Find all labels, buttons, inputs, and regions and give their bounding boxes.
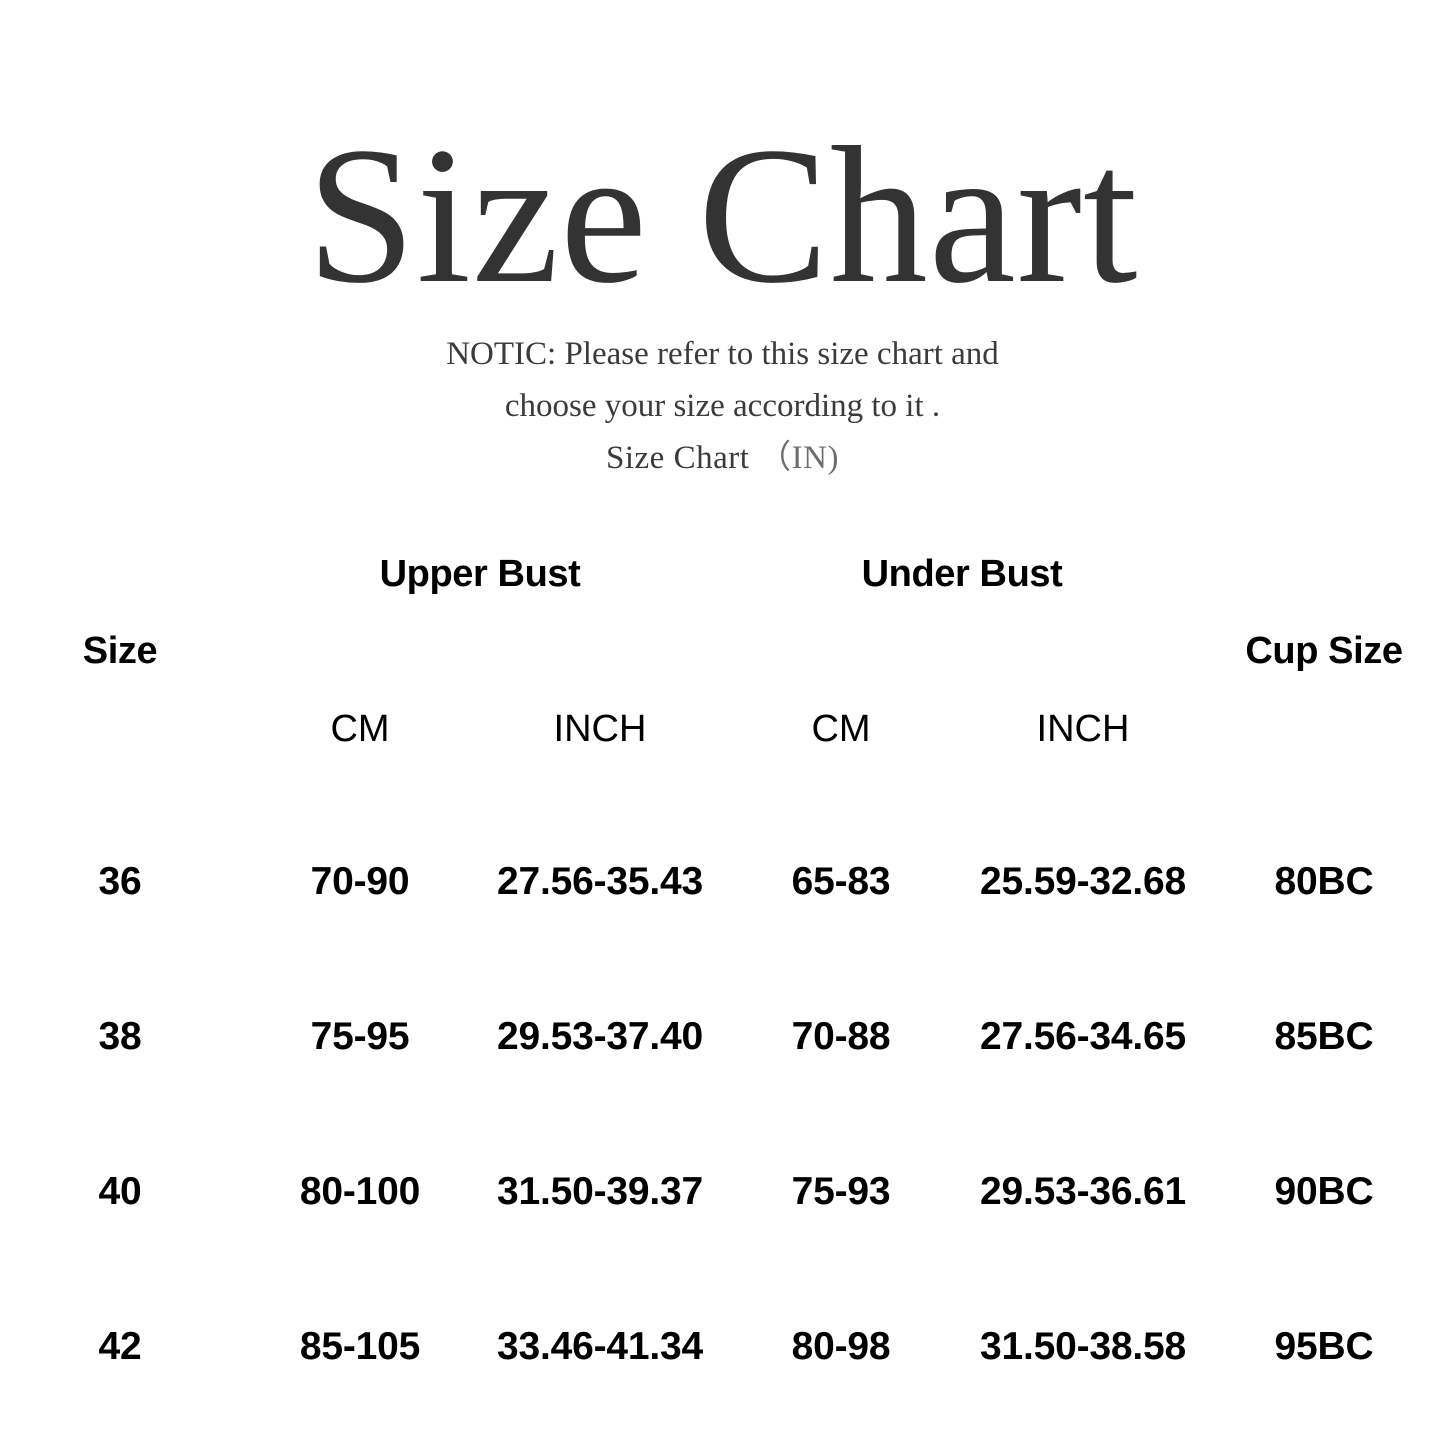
- table-row: 36: [98, 860, 142, 903]
- notice-line-1: NOTIC: Please refer to this size chart a…: [446, 336, 999, 372]
- table-row: 27.56-35.43: [497, 860, 703, 903]
- table-row: 75-95: [310, 1015, 410, 1058]
- column-header-under-bust-cm: CM: [811, 708, 871, 750]
- table-row: 27.56-34.65: [980, 1015, 1186, 1058]
- column-header-upper-bust-cm: CM: [330, 708, 390, 750]
- table-row: 75-93: [791, 1170, 891, 1213]
- table-row: 80-100: [299, 1170, 421, 1213]
- column-header-size: Size: [82, 630, 158, 672]
- table-row: 29.53-37.40: [497, 1015, 703, 1058]
- table-row: 90BC: [1274, 1170, 1374, 1213]
- table-row: 31.50-39.37: [497, 1170, 703, 1213]
- table-row: 85BC: [1274, 1015, 1374, 1058]
- table-row: 42: [98, 1325, 142, 1368]
- column-header-upper-bust-inch: INCH: [553, 708, 647, 750]
- table-row: 95BC: [1274, 1325, 1374, 1368]
- table-row: 38: [98, 1015, 142, 1058]
- column-header-under-bust-inch: INCH: [1036, 708, 1130, 750]
- column-group-header-upper-bust: Upper Bust: [379, 553, 581, 595]
- column-group-header-under-bust: Under Bust: [861, 553, 1063, 595]
- table-row: 70-90: [310, 860, 410, 903]
- table-row: 31.50-38.58: [980, 1325, 1186, 1368]
- table-row: 80BC: [1274, 860, 1374, 903]
- notice-line-3-text: Size Chart: [606, 440, 759, 476]
- table-row: 65-83: [791, 860, 891, 903]
- table-row: 25.59-32.68: [980, 860, 1186, 903]
- column-header-cup-size: Cup Size: [1245, 630, 1403, 672]
- table-row: 85-105: [299, 1325, 421, 1368]
- table-row: 29.53-36.61: [980, 1170, 1186, 1213]
- table-row: 33.46-41.34: [497, 1325, 703, 1368]
- table-row: 70-88: [791, 1015, 891, 1058]
- table-row: 40: [98, 1170, 142, 1213]
- notice-line-2: choose your size according to it .: [504, 388, 941, 424]
- notice-unit-label: （IN): [758, 440, 839, 476]
- notice-line-3: Size Chart （IN): [0, 432, 1445, 484]
- table-row: 80-98: [791, 1325, 891, 1368]
- notice-block: NOTIC: Please refer to this size chart a…: [0, 328, 1445, 484]
- page-title: Size Chart: [306, 107, 1139, 324]
